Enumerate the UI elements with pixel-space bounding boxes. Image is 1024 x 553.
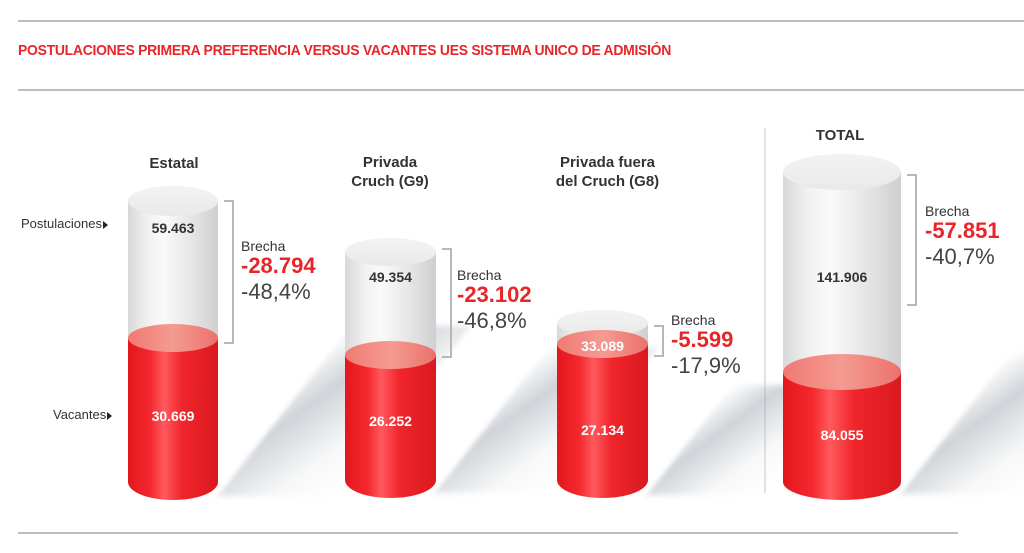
gap-percent: -46,8% xyxy=(457,308,527,333)
gap-privada-fuera: Brecha -5.599 -17,9% xyxy=(671,313,741,377)
gap-value: -28.794 xyxy=(241,253,316,278)
category-label-total: TOTAL xyxy=(790,126,890,145)
legend-postulaciones: Postulaciones xyxy=(21,216,108,231)
vacantes-value: 84.055 xyxy=(820,427,864,443)
gap-privada-cruch: Brecha -23.102 -46,8% xyxy=(457,268,532,332)
category-name-line1: Privada fuera xyxy=(559,154,656,171)
cylinder-cap xyxy=(345,238,436,266)
category-label-privada-cruch: Privada Cruch (G9) xyxy=(335,153,445,191)
top-rule xyxy=(18,20,1024,22)
category-label-estatal: Estatal xyxy=(124,154,224,173)
gap-bracket xyxy=(654,325,664,357)
cylinder-cap xyxy=(783,154,901,190)
postulaciones-value: 59.463 xyxy=(151,220,195,236)
gap-label: Brecha xyxy=(457,267,502,283)
vacantes-bar xyxy=(557,344,648,498)
gap-percent: -17,9% xyxy=(671,353,741,378)
gap-bracket xyxy=(907,174,917,306)
category-name: TOTAL xyxy=(815,127,865,144)
gap-value: -23.102 xyxy=(457,282,532,307)
cylinder-cap xyxy=(128,186,218,216)
category-name: Estatal xyxy=(149,155,199,172)
vacantes-value: 30.669 xyxy=(151,408,195,424)
cylinder-privada-fuera: 33.089 27.134 xyxy=(557,310,843,498)
vacantes-cap xyxy=(557,330,648,358)
category-name-line2: del Cruch (G8) xyxy=(555,173,660,190)
vacantes-cap xyxy=(345,341,436,369)
vacantes-bar xyxy=(345,355,436,498)
gap-estatal: Brecha -28.794 -48,4% xyxy=(241,239,316,303)
chart-title: POSTULACIONES PRIMERA PREFERENCIA VERSUS… xyxy=(18,42,672,59)
cylinder-estatal: 59.463 30.669 xyxy=(128,186,471,500)
vacantes-bar xyxy=(783,372,901,500)
gap-percent: -48,4% xyxy=(241,279,311,304)
gap-label: Brecha xyxy=(241,238,286,254)
cylinder-privada-cruch: 49.354 26.252 xyxy=(345,238,659,498)
legend-vacantes-label: Vacantes xyxy=(53,407,107,422)
vacantes-bar xyxy=(128,338,218,500)
category-label-privada-fuera: Privada fuera del Cruch (G8) xyxy=(540,153,675,191)
gap-bracket xyxy=(442,248,452,358)
postulaciones-value: 49.354 xyxy=(369,269,412,285)
total-divider xyxy=(764,128,766,493)
legend-vacantes: Vacantes xyxy=(53,407,113,422)
gap-value: -57.851 xyxy=(925,218,1000,243)
arrow-right-icon xyxy=(107,411,113,420)
category-name-line1: Privada xyxy=(362,154,418,171)
postulaciones-value: 141.906 xyxy=(816,269,868,285)
postulaciones-bar xyxy=(783,172,901,372)
gap-label: Brecha xyxy=(671,312,716,328)
cylinder-total: 141.906 84.055 xyxy=(783,154,1024,500)
gap-total: Brecha -57.851 -40,7% xyxy=(925,204,1000,268)
vacantes-value: 27.134 xyxy=(581,422,624,438)
cylinder-shadow xyxy=(901,354,1024,494)
bottom-rule xyxy=(18,532,958,534)
category-name-line2: Cruch (G9) xyxy=(351,173,429,190)
arrow-right-icon xyxy=(102,220,108,229)
title-underline xyxy=(18,89,1024,91)
gap-percent: -40,7% xyxy=(925,244,995,269)
gap-bracket xyxy=(224,200,234,344)
gap-value: -5.599 xyxy=(671,327,734,352)
gap-label: Brecha xyxy=(925,203,970,219)
legend-postulaciones-label: Postulaciones xyxy=(21,216,102,231)
vacantes-cap xyxy=(128,324,218,352)
vacantes-cap xyxy=(783,354,901,390)
postulaciones-value: 33.089 xyxy=(581,338,624,354)
vacantes-value: 26.252 xyxy=(369,413,412,429)
